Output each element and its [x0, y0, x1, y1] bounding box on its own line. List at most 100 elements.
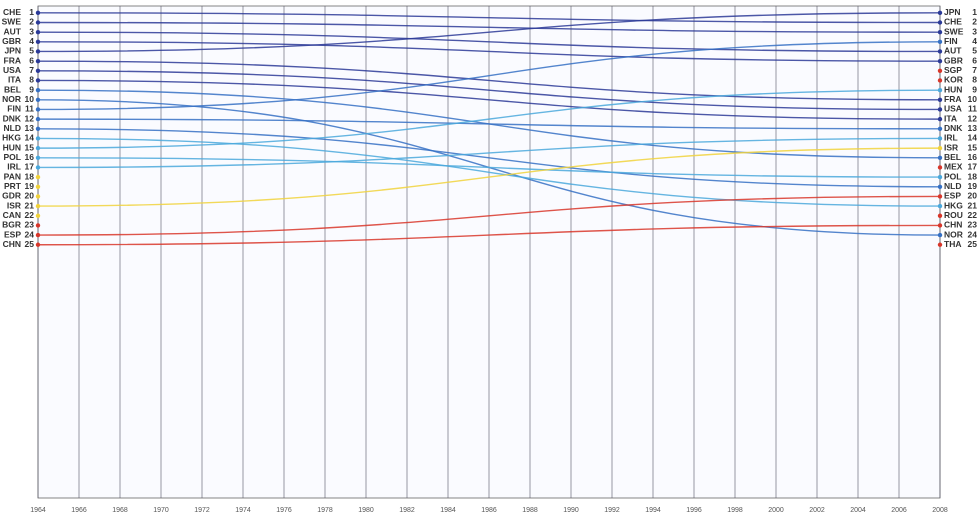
series-point [937, 49, 943, 54]
left-label-name: NOR [2, 94, 21, 104]
left-label-name: ISR [7, 200, 21, 210]
right-label-rank: 7 [972, 65, 977, 75]
right-label-rank: 1 [972, 7, 977, 17]
left-label-name: FRA [4, 55, 21, 65]
series-line [37, 137, 941, 207]
left-label-rank: 4 [29, 36, 34, 46]
x-tick-label: 1984 [440, 507, 456, 514]
right-label-rank: 11 [968, 104, 977, 114]
left-label-rank: 17 [25, 162, 35, 172]
series-line [37, 128, 941, 188]
left-label-rank: 2 [29, 17, 34, 27]
left-label-rank: 9 [29, 84, 34, 94]
series-point [937, 136, 943, 141]
right-label-name: KOR [944, 75, 963, 85]
series-line [37, 31, 941, 53]
x-tick-label: 1978 [317, 507, 333, 514]
series-point [937, 232, 943, 238]
left-label-rank: 12 [25, 113, 35, 123]
left-label-rank: 16 [25, 152, 35, 162]
series-point [937, 29, 943, 35]
x-tick-label: 2008 [932, 507, 948, 514]
series-point [35, 136, 41, 141]
left-label-name: JPN [4, 46, 21, 56]
right-label-name: ISR [944, 142, 958, 152]
line-layer [35, 10, 943, 247]
series-line [37, 118, 941, 130]
right-label-rank: 12 [968, 113, 978, 123]
label-layer: 1964 1966 1968 1970 1972 1974 1976 1978 1980 1982… [2, 7, 978, 514]
series-point [937, 39, 943, 45]
x-tick-label: 1988 [522, 507, 538, 514]
left-label-rank: 7 [29, 65, 34, 75]
series-line [37, 147, 941, 207]
right-label-rank: 9 [972, 84, 977, 94]
left-label-name: ITA [8, 75, 21, 85]
left-label-rank: 5 [29, 46, 34, 56]
left-label-rank: 11 [25, 104, 34, 114]
grid-layer [37, 6, 941, 498]
x-tick-label: 1998 [727, 507, 743, 514]
right-label-name: ROU [944, 210, 963, 220]
series-line [37, 79, 941, 120]
left-label-name: NLD [4, 123, 21, 133]
series-point [35, 97, 41, 103]
left-label-name: HKG [2, 133, 21, 143]
right-label-rank: 15 [968, 142, 978, 152]
series-point [937, 194, 943, 199]
right-label-rank: 13 [968, 123, 978, 133]
series-point [35, 29, 41, 35]
series-line [37, 12, 941, 53]
x-tick-label: 1968 [112, 507, 128, 514]
series-point [937, 107, 943, 112]
left-label-rank: 13 [25, 123, 35, 133]
series-line [37, 70, 941, 111]
left-label-name: HUN [3, 142, 21, 152]
right-label-name: POL [944, 171, 961, 181]
right-label-rank: 14 [968, 133, 978, 143]
series-point [35, 145, 41, 151]
series-point [35, 107, 41, 112]
right-label-rank: 20 [968, 191, 978, 201]
right-label-rank: 4 [972, 36, 977, 46]
right-label-rank: 6 [972, 55, 977, 65]
left-label-name: PRT [4, 181, 22, 191]
right-label-name: FIN [944, 36, 958, 46]
left-label-rank: 14 [25, 133, 35, 143]
series-point [937, 10, 943, 16]
series-point [35, 49, 41, 54]
right-label-name: NOR [944, 229, 963, 239]
right-label-rank: 21 [968, 200, 978, 210]
left-label-rank: 10 [25, 94, 35, 104]
right-label-rank: 10 [968, 94, 978, 104]
right-label-rank: 19 [968, 181, 978, 191]
series-line [37, 157, 941, 178]
x-tick-label: 2006 [891, 507, 907, 514]
series-point [35, 87, 41, 93]
series-line [37, 12, 941, 24]
x-tick-label: 1994 [645, 507, 661, 514]
series-point [937, 68, 943, 74]
series-line [37, 41, 941, 62]
right-label-name: IRL [944, 133, 958, 143]
x-tick-label: 1982 [399, 507, 415, 514]
x-tick-label: 1966 [71, 507, 87, 514]
right-label-name: JPN [944, 7, 961, 17]
right-label-name: MEX [944, 162, 963, 172]
right-label-name: GBR [944, 55, 963, 65]
left-label-rank: 20 [25, 191, 35, 201]
series-line [37, 21, 941, 33]
left-label-name: BEL [4, 84, 21, 94]
series-point [35, 242, 41, 247]
series-point [35, 78, 41, 83]
series-point [35, 58, 41, 64]
series-point [937, 203, 943, 209]
right-label-rank: 22 [968, 210, 978, 220]
x-tick-label: 1980 [358, 507, 374, 514]
series-point [937, 58, 943, 64]
series-point [35, 39, 41, 45]
series-point [937, 116, 943, 122]
left-label-name: ESP [4, 229, 21, 239]
series-point [937, 184, 943, 189]
left-label-name: USA [3, 65, 21, 75]
